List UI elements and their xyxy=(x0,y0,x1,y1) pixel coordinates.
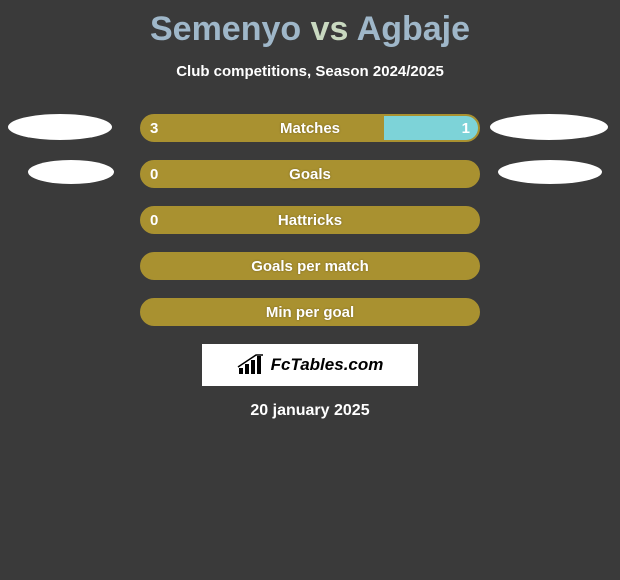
bar-chart-icon xyxy=(237,354,265,376)
left-ellipse xyxy=(8,114,112,140)
title-vs: vs xyxy=(311,10,349,48)
stat-label: Min per goal xyxy=(142,300,478,324)
stat-label: Matches xyxy=(142,116,478,140)
comparison-title: Semenyo vs Agbaje xyxy=(0,0,620,49)
date-label: 20 january 2025 xyxy=(0,402,620,420)
stat-bar: Min per goal xyxy=(140,298,480,326)
title-player1: Semenyo xyxy=(150,10,301,48)
stat-label: Hattricks xyxy=(142,208,478,232)
stat-row: 31Matches xyxy=(0,114,620,144)
stat-label: Goals xyxy=(142,162,478,186)
stat-bar: 0Goals xyxy=(140,160,480,188)
stat-bar: 31Matches xyxy=(140,114,480,142)
watermark-text: FcTables.com xyxy=(271,355,384,375)
watermark: FcTables.com xyxy=(202,344,418,386)
right-ellipse xyxy=(490,114,608,140)
title-player2: Agbaje xyxy=(357,10,470,48)
stat-row: 0Goals xyxy=(0,160,620,190)
right-ellipse xyxy=(498,160,602,184)
subtitle: Club competitions, Season 2024/2025 xyxy=(0,63,620,80)
stat-rows: 31Matches 0Goals 0Hattricks Goals per match… xyxy=(0,114,620,328)
stat-row: Min per goal xyxy=(0,298,620,328)
stat-row: 0Hattricks xyxy=(0,206,620,236)
stat-bar: Goals per match xyxy=(140,252,480,280)
stat-label: Goals per match xyxy=(142,254,478,278)
stat-bar: 0Hattricks xyxy=(140,206,480,234)
stat-row: Goals per match xyxy=(0,252,620,282)
left-ellipse xyxy=(28,160,114,184)
